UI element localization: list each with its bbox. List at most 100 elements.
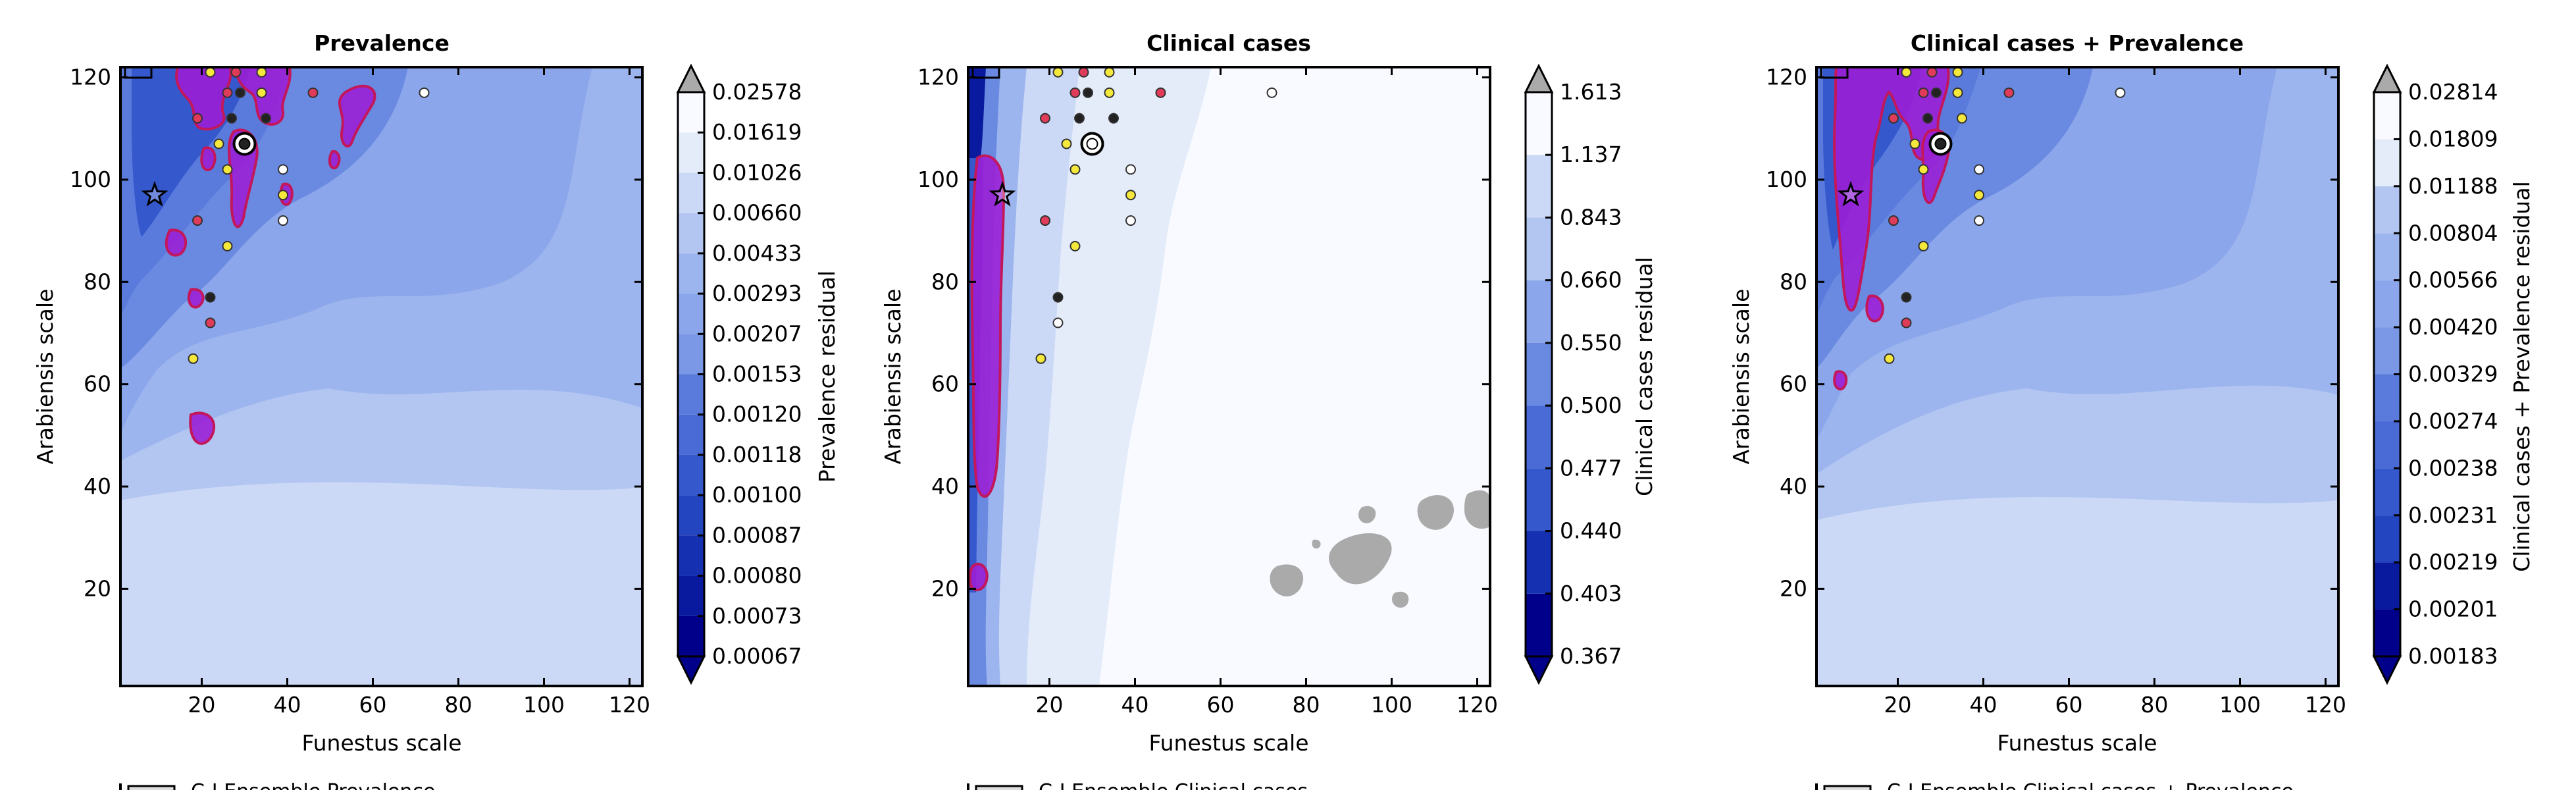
colorbar-tick-label: 0.00231 [2408,502,2498,528]
data-point [1974,215,1984,226]
x-axis-label: Funestus scale [1997,730,2157,756]
chart-title: Clinical cases + Prevalence [1911,30,2244,56]
panel-clinical-cases-plus-prevalence: Clinical cases + Prevalence 20 40 60 8 [1728,30,2535,790]
colorbar-tick-label: 0.00420 [2408,314,2498,340]
colorbar-segment [1526,280,1552,343]
x-tick-label: 40 [1121,692,1149,718]
colorbar-tick-label: 0.500 [1560,392,1622,418]
y-tick-label: 40 [84,473,111,499]
colorbar-segment [678,414,704,455]
x-tick-label: 100 [523,692,565,718]
legend: C-I Ensemble Clinical cases [967,780,1308,790]
star-marker [1837,180,1865,207]
x-tick-label: 100 [2219,692,2261,718]
panel-clinical-cases: Clinical cases [880,30,1657,790]
x-tick-label: 60 [359,692,387,718]
colorbar-segment [678,495,704,536]
data-point [1974,164,1984,175]
colorbar-segment [2374,609,2400,656]
legend-inset [1820,66,1849,79]
colorbar-tick-label: 1.613 [1560,79,1622,105]
colorbar-segment [2374,139,2400,186]
data-point [1884,353,1895,364]
data-point [235,87,245,98]
colorbar-under-arrow [2372,655,2402,685]
y-tick-label: 80 [84,269,111,294]
colorbar-segment [2374,515,2400,563]
data-point [1083,87,1093,98]
data-point [1069,87,1081,98]
colorbar-tick-label: 0.00183 [2408,643,2498,669]
colorbar-segment [678,334,704,375]
data-point [1125,190,1136,201]
colorbar-tick-label: 1.137 [1560,142,1622,167]
data-point [1052,292,1064,303]
data-point [205,292,216,303]
y-tick-label: 40 [1780,473,1807,499]
data-point [1266,87,1277,98]
data-point [2003,87,2015,98]
y-tick-label: 120 [917,65,959,90]
data-point [1901,292,1912,303]
colorbar-over-arrow [676,63,706,93]
data-point [256,66,267,78]
colorbar-tick-label: 0.01188 [2408,173,2498,199]
colorbar-tick-label: 0.403 [1560,581,1622,606]
heatmap-field [968,67,1490,686]
colorbar: 0.367 0.403 0.440 0.477 0.500 0.550 0.660 0.843… [1524,63,1622,685]
x-tick-label: 120 [609,692,650,718]
data-point [1926,66,1938,78]
data-point [1901,317,1912,329]
colorbar-label: Clinical cases + Prevalence residual [2509,181,2535,571]
y-tick-label: 60 [1780,371,1807,397]
x-axis-label: Funestus scale [1148,730,1308,756]
colorbar-tick-label: 0.00120 [712,402,802,427]
y-tick-label: 120 [1766,65,1807,90]
x-tick-label: 20 [1036,692,1064,718]
chart-title: Prevalence [314,30,450,56]
colorbar-segment [678,172,704,213]
colorbar-segment [2374,562,2400,610]
data-point [1931,87,1942,98]
colorbar-tick-label: 0.00153 [712,361,802,387]
x-tick-label: 60 [1207,692,1235,718]
data-point [1078,66,1089,78]
data-point [1108,113,1119,124]
y-tick-label: 80 [1780,269,1807,294]
colorbar-segment [1526,406,1552,469]
colorbar-segment [1526,217,1552,280]
colorbar-tick-label: 0.00566 [2408,267,2498,293]
colorbar-tick-label: 0.00080 [712,563,802,589]
colorbar-tick-label: 0.02814 [2408,79,2498,105]
colorbar-tick-label: 0.367 [1560,643,1622,669]
x-tick-label: 40 [274,692,301,718]
x-tick-label: 120 [1456,692,1498,718]
data-point [1918,164,1929,175]
legend-inset [124,66,153,79]
data-point [1069,164,1081,175]
x-tick-label: 20 [1884,692,1912,718]
residual-contours [968,154,1006,592]
colorbar-segment [2374,186,2400,234]
colorbar-segment [2374,421,2400,469]
plot-frame [1815,66,2340,687]
colorbar-tick-label: 0.00201 [2408,596,2498,622]
data-point [307,87,319,98]
legend-entry: C-I Ensemble Clinical cases + Prevalence [1887,780,2294,790]
target-marker [1086,138,1098,150]
data-point [256,87,267,98]
colorbar-tick-label: 0.00238 [2408,455,2498,481]
colorbar-tick-label: 0.01619 [712,119,802,145]
data-point [1901,66,1912,78]
colorbar-segment [2374,327,2400,375]
colorbar-segment [678,374,704,415]
legend-entry: C-I Ensemble Clinical cases [1039,780,1308,790]
star-marker [141,180,168,207]
data-point [1074,113,1085,124]
y-axis-label: Arabiensis scale [1728,289,1754,465]
y-tick-label: 120 [70,65,111,90]
data-point [1918,240,1929,251]
colorbar-tick-label: 0.01026 [712,159,802,185]
colorbar-segment [678,575,704,616]
data-point [278,164,288,175]
